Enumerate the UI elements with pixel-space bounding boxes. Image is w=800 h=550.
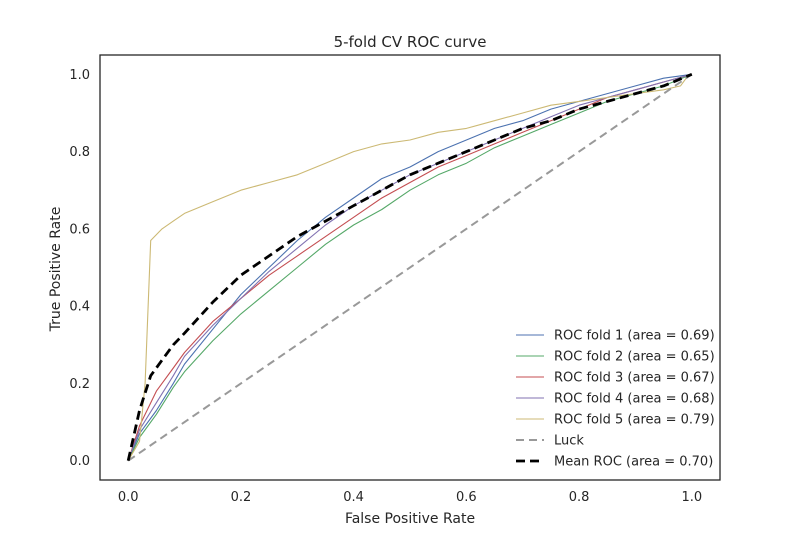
- x-tick-label: 0.8: [569, 490, 590, 505]
- x-tick-label: 0.2: [231, 490, 252, 505]
- legend-label: ROC fold 5 (area = 0.79): [554, 413, 715, 428]
- legend: ROC fold 1 (area = 0.69) ROC fold 2 (area…: [516, 329, 715, 470]
- legend-label: ROC fold 4 (area = 0.68): [554, 392, 715, 407]
- x-tick-label: 0.6: [456, 490, 477, 505]
- legend-label: Luck: [554, 434, 584, 449]
- legend-label: ROC fold 3 (area = 0.67): [554, 371, 715, 386]
- series-line-roc-fold-2: [127, 73, 693, 461]
- plot-frame: [99, 54, 721, 481]
- axis-ticks: 0.0 0.2 0.4 0.6 0.8 1.0 0.0 0.2 0.4 0.6 0.8 1.0: [69, 68, 702, 505]
- series-line-luck: [127, 73, 693, 462]
- series-lines: [126, 73, 693, 462]
- y-tick-label: 0.0: [69, 454, 90, 469]
- y-tick-label: 1.0: [69, 68, 90, 83]
- legend-label: ROC fold 2 (area = 0.65): [554, 350, 715, 365]
- x-tick-label: 0.0: [118, 490, 139, 505]
- y-axis-label: True Positive Rate: [48, 207, 64, 333]
- x-tick-label: 0.4: [343, 490, 364, 505]
- series-line-mean-roc: [126, 73, 693, 462]
- legend-label: Mean ROC (area = 0.70): [554, 455, 713, 470]
- x-tick-label: 1.0: [681, 490, 702, 505]
- x-axis-label: False Positive Rate: [345, 511, 475, 527]
- chart-title: 5-fold CV ROC curve: [334, 33, 487, 51]
- series-line-roc-fold-1: [127, 73, 692, 461]
- series-line-roc-fold-3: [127, 73, 692, 461]
- series-line-roc-fold-4: [127, 73, 692, 461]
- y-tick-label: 0.8: [69, 145, 90, 160]
- y-tick-label: 0.6: [69, 222, 90, 237]
- legend-label: ROC fold 1 (area = 0.69): [554, 329, 715, 344]
- y-tick-label: 0.4: [69, 300, 90, 315]
- y-tick-label: 0.2: [69, 377, 90, 392]
